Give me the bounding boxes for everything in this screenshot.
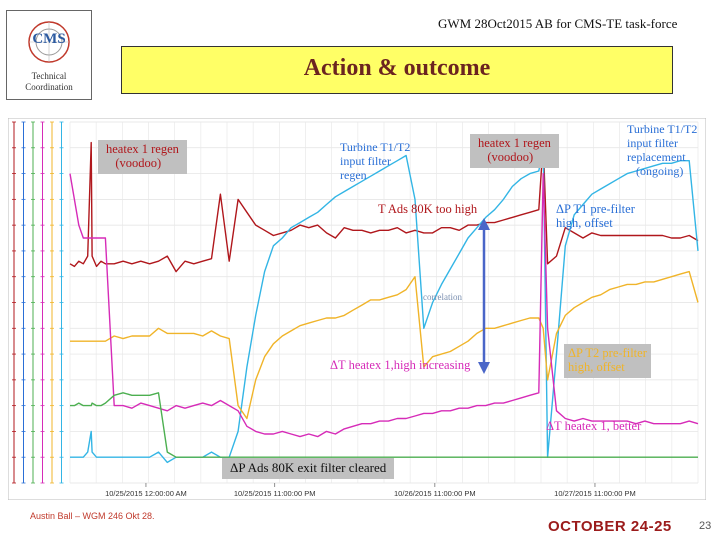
series-layer [69,141,699,464]
annotation-dp-t2: ΔP T2 pre-filter high, offset [564,344,651,378]
x-tick-label: 10/26/2015 11:00:00 PM [394,489,476,498]
correlation-arrow [478,218,490,374]
title-box: Action & outcome [121,46,673,94]
footer-author: Austin Ball – WGM 246 Okt 28. [30,511,155,521]
logo-mark-text: CMS [32,31,66,47]
page-number: 23 [699,520,712,532]
y-axis-strip [12,121,64,484]
annotation-heatex1-regen-b: heatex 1 regen (voodoo) [470,134,559,168]
logo-line-2: Coordination [25,82,73,92]
series-line [70,147,699,464]
logo-caption: Technical Coordination [7,71,91,93]
logo-line-1: Technical [31,71,67,81]
series-line [70,392,698,458]
trend-chart: 10/25/2015 12:00:00 AM 10/25/2015 11:00:0… [7,117,707,501]
series-line [69,141,699,273]
cms-logo-icon [28,21,70,63]
annotation-dp-ads: ΔP Ads 80K exit filter cleared [222,458,395,479]
annotation-heatex1-regen-a: heatex 1 regen (voodoo) [98,140,187,174]
annotation-dt-better: ΔT heatex 1, better [546,419,642,433]
page-title: Action & outcome [303,55,491,81]
chart-frame [7,117,707,501]
annotation-turbine-replacement: Turbine T1/T2 input filter replacement (… [627,122,698,178]
x-tick-layer: 10/25/2015 12:00:00 AM 10/25/2015 11:00:0… [105,483,636,498]
annotation-turbine-regen: Turbine T1/T2 input filter regen [340,140,411,182]
x-tick-label: 10/25/2015 11:00:00 PM [234,489,316,498]
footer-date-banner: OCTOBER 24-25 [548,518,672,535]
x-tick-label: 10/25/2015 12:00:00 AM [105,489,187,498]
meeting-header: GWM 28Oct2015 AB for CMS-TE task-force [438,16,678,31]
series-line [69,172,699,438]
annotation-dp-t1: ΔP T1 pre-filter high, offset [556,202,635,230]
x-tick-label: 10/27/2015 11:00:00 PM [554,489,636,498]
annotation-t-ads: T Ads 80K too high [378,202,478,216]
annotation-dt-high: ΔT heatex 1,high increasing [330,358,471,372]
chart-svg: 10/25/2015 12:00:00 AM 10/25/2015 11:00:0… [7,117,707,501]
cms-logo: CMS Technical Coordination [6,10,92,100]
annotation-correlation: correlation [423,292,462,302]
series-line [70,270,699,420]
